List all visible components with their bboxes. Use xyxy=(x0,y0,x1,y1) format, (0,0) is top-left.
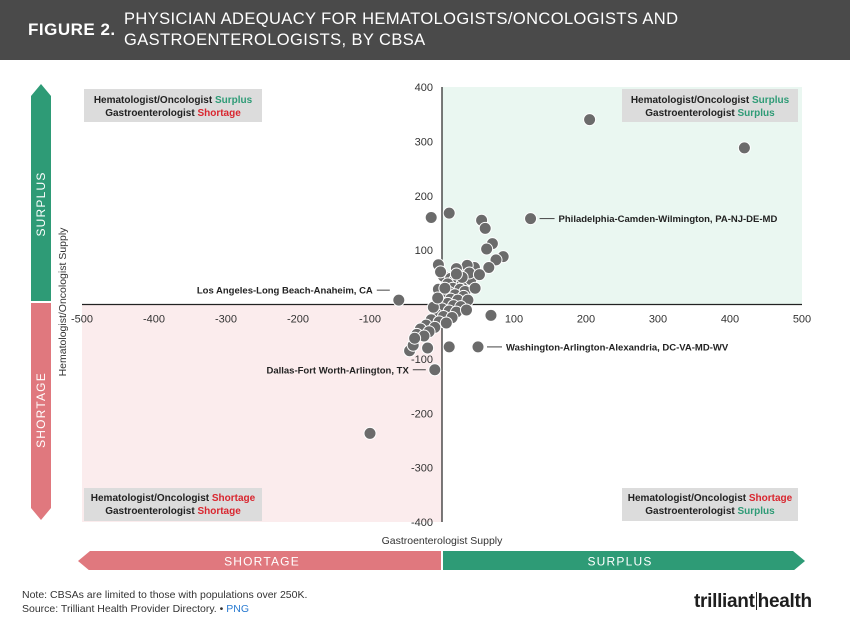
y-tick-labels: -400-300-200-1000100200300400 xyxy=(411,82,436,529)
x-tick-label: -100 xyxy=(359,314,381,326)
data-point[interactable] xyxy=(482,261,496,275)
data-point[interactable] xyxy=(484,308,498,322)
data-points xyxy=(363,113,751,440)
left-surplus-label: SURPLUS xyxy=(34,171,48,236)
x-tick-label: 500 xyxy=(793,314,811,326)
left-shortage-label: SHORTAGE xyxy=(34,372,48,448)
data-point[interactable] xyxy=(392,293,406,307)
x-tick-labels: -500-400-300-200-1000100200300400500 xyxy=(71,314,811,326)
bottom-surplus-arrow xyxy=(443,551,805,570)
quadrant-bg-surplus xyxy=(442,87,802,305)
y-tick-label: -400 xyxy=(411,517,433,529)
quadrant-label-bottom-right: Hematologist/Oncologist Shortage Gastroe… xyxy=(622,488,798,521)
annotation-label: Dallas-Fort Worth-Arlington, TX xyxy=(266,365,409,376)
data-point[interactable] xyxy=(524,212,538,226)
annotation-label: Los Angeles-Long Beach-Anaheim, CA xyxy=(197,286,373,297)
left-axis-arrow: SURPLUS SHORTAGE xyxy=(31,84,51,520)
x-tick-label: 200 xyxy=(577,314,595,326)
data-point[interactable] xyxy=(442,340,456,354)
data-point[interactable] xyxy=(431,291,445,305)
y-axis-label: Hematologist/Oncologist Supply xyxy=(57,227,69,377)
source-text: Source: Trilliant Health Provider Direct… xyxy=(22,603,217,615)
data-point[interactable] xyxy=(363,426,377,440)
bottom-surplus-label: SURPLUS xyxy=(587,555,652,569)
png-download-link[interactable]: PNG xyxy=(226,603,250,615)
data-point[interactable] xyxy=(468,281,482,295)
x-axis-label: Gastroenterologist Supply xyxy=(382,535,504,547)
data-point[interactable] xyxy=(737,141,751,155)
y-tick-label: -200 xyxy=(411,408,433,420)
data-point[interactable] xyxy=(583,113,597,127)
svg-text:Gastroenterologist Surplus: Gastroenterologist Surplus xyxy=(645,506,775,517)
note-text: Note: CBSAs are limited to those with po… xyxy=(22,589,308,601)
figure-label: FIGURE 2. xyxy=(28,20,116,39)
svg-text:Hematologist/Oncologist Shorta: Hematologist/Oncologist Shortage xyxy=(91,493,256,504)
bottom-shortage-arrow xyxy=(78,551,441,570)
svg-text:Gastroenterologist Shortage: Gastroenterologist Shortage xyxy=(105,506,241,517)
data-point[interactable] xyxy=(471,340,485,354)
x-tick-label: 100 xyxy=(505,314,523,326)
scatter-chart: -500-400-300-200-1000100200300400500 -40… xyxy=(31,82,811,570)
data-point[interactable] xyxy=(428,363,442,377)
y-tick-label: 400 xyxy=(415,82,433,94)
x-tick-label: -300 xyxy=(215,314,237,326)
left-surplus-arrow xyxy=(31,84,51,301)
data-point[interactable] xyxy=(459,303,473,317)
x-tick-label: 400 xyxy=(721,314,739,326)
quadrant-label-bottom-left: Hematologist/Oncologist Shortage Gastroe… xyxy=(84,488,262,521)
left-shortage-arrow xyxy=(31,303,51,520)
y-tick-label: -100 xyxy=(411,354,433,366)
data-point[interactable] xyxy=(478,221,492,235)
figure-title: PHYSICIAN ADEQUACY FOR HEMATOLOGISTS/ONC… xyxy=(124,10,679,49)
y-tick-label: -300 xyxy=(411,463,433,475)
x-tick-label: -500 xyxy=(71,314,93,326)
svg-text:Hematologist/Oncologist Shorta: Hematologist/Oncologist Shortage xyxy=(628,493,793,504)
svg-text:Gastroenterologist Shortage: Gastroenterologist Shortage xyxy=(105,108,241,119)
figure-header: FIGURE 2. PHYSICIAN ADEQUACY FOR HEMATOL… xyxy=(0,0,850,60)
quadrant-bg-shortage xyxy=(82,304,442,522)
data-point[interactable] xyxy=(439,316,453,330)
bottom-axis-arrow: SHORTAGE SURPLUS xyxy=(78,551,805,570)
data-point[interactable] xyxy=(424,211,438,224)
separator: • xyxy=(219,603,224,615)
data-point[interactable] xyxy=(421,341,435,355)
x-tick-label: 300 xyxy=(649,314,667,326)
data-point[interactable] xyxy=(449,267,463,281)
data-point[interactable] xyxy=(438,281,452,295)
quadrant-label-top-left: Hematologist/Oncologist Surplus Gastroen… xyxy=(84,89,262,122)
data-point[interactable] xyxy=(472,268,486,282)
footer-note: Note: CBSAs are limited to those with po… xyxy=(22,588,307,616)
svg-text:Hematologist/Oncologist Surplu: Hematologist/Oncologist Surplus xyxy=(94,95,253,106)
data-point[interactable] xyxy=(480,242,494,256)
svg-text:Gastroenterologist Surplus: Gastroenterologist Surplus xyxy=(645,108,775,119)
x-tick-label: -200 xyxy=(287,314,309,326)
quadrant-label-top-right: Hematologist/Oncologist Surplus Gastroen… xyxy=(622,89,798,122)
svg-text:Hematologist/Oncologist Surplu: Hematologist/Oncologist Surplus xyxy=(631,95,790,106)
bottom-shortage-label: SHORTAGE xyxy=(224,555,300,569)
point-annotations: Philadelphia-Camden-Wilmington, PA-NJ-DE… xyxy=(197,214,778,376)
data-point[interactable] xyxy=(434,265,448,279)
y-tick-label: 100 xyxy=(415,245,433,257)
annotation-label: Washington-Arlington-Alexandria, DC-VA-M… xyxy=(506,342,729,353)
data-point[interactable] xyxy=(442,206,456,220)
x-tick-label: -400 xyxy=(143,314,165,326)
y-tick-label: 200 xyxy=(415,191,433,203)
annotation-label: Philadelphia-Camden-Wilmington, PA-NJ-DE… xyxy=(559,214,778,225)
data-point[interactable] xyxy=(408,331,422,345)
trilliant-health-logo: trilliant health xyxy=(694,591,812,612)
y-tick-label: 300 xyxy=(415,136,433,148)
